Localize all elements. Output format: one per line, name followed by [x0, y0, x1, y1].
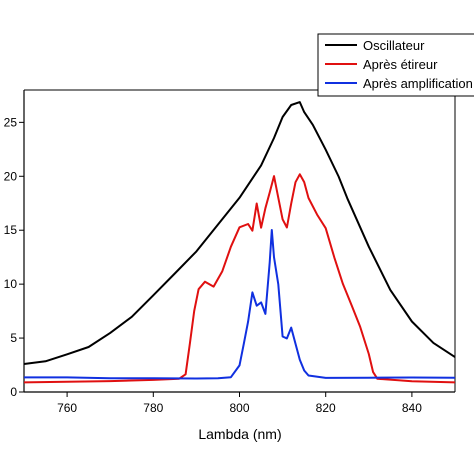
x-tick-label: 840 — [402, 401, 422, 415]
legend-label-apres-amplification: Après amplification — [363, 76, 473, 91]
x-tick-label: 820 — [316, 401, 336, 415]
legend: Oscillateur Après étireur Après amplific… — [317, 33, 474, 97]
legend-label-oscillateur: Oscillateur — [363, 38, 425, 53]
series-line-apres-etireur — [23, 173, 456, 384]
y-tick-label: 15 — [4, 223, 18, 237]
x-tick-label: 780 — [143, 401, 163, 415]
x-tick-label: 800 — [229, 401, 249, 415]
x-axis-title: Lambda (nm) — [198, 426, 281, 442]
y-tick-label: 25 — [4, 115, 18, 129]
series-line-apres-amplification — [24, 229, 456, 380]
y-tick-label: 0 — [10, 385, 17, 399]
y-tick-label: 5 — [10, 331, 17, 345]
legend-label-apres-etireur: Après étireur — [363, 57, 438, 72]
y-tick-label: 10 — [4, 277, 18, 291]
series-line-oscillateur — [23, 101, 456, 365]
x-tick-label: 760 — [57, 401, 77, 415]
axis-ticks: 760 780 800 820 840 0 5 10 15 20 25 — [4, 115, 423, 415]
y-tick-label: 20 — [4, 169, 18, 183]
